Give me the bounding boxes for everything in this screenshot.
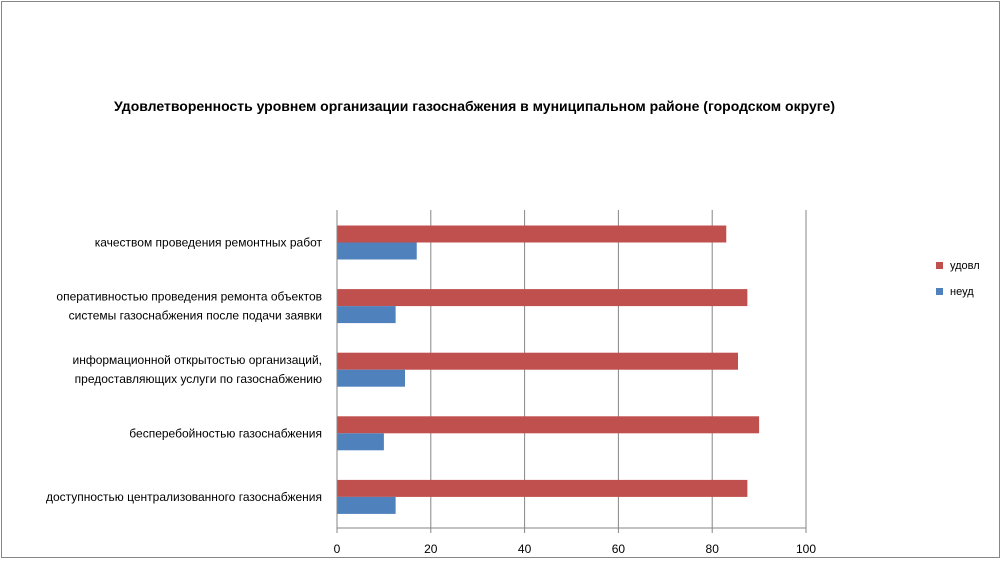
bars bbox=[337, 225, 760, 514]
x-tick-labels: 0 20 40 60 80 100 bbox=[334, 542, 817, 556]
category-label: информационной открытостью организаций, bbox=[72, 353, 322, 367]
bar-udovl bbox=[337, 416, 760, 434]
x-tick-label: 80 bbox=[706, 542, 720, 556]
legend-label: неуд bbox=[950, 286, 974, 298]
category-label: предоставляющих услуги по газоснабжению bbox=[75, 372, 322, 386]
bar-neud bbox=[337, 433, 384, 451]
x-tick-label: 100 bbox=[796, 542, 816, 556]
bar-neud bbox=[337, 242, 417, 260]
bar-udovl bbox=[337, 289, 748, 307]
category-label: оперативностью проведения ремонта объект… bbox=[56, 290, 322, 304]
legend-swatch bbox=[936, 262, 943, 269]
x-tick-label: 0 bbox=[334, 542, 341, 556]
category-label: системы газоснабжения после подачи заявк… bbox=[69, 309, 322, 323]
legend: удовл неуд bbox=[936, 260, 980, 298]
chart-title: Удовлетворенность уровнем организации га… bbox=[113, 98, 836, 114]
x-tick-label: 60 bbox=[612, 542, 626, 556]
legend-label: удовл bbox=[950, 260, 980, 272]
bar-neud bbox=[337, 369, 406, 387]
legend-swatch bbox=[936, 288, 943, 295]
bar-neud bbox=[337, 496, 396, 514]
bar-udovl bbox=[337, 225, 727, 243]
bar-neud bbox=[337, 306, 396, 324]
category-label: качеством проведения ремонтных работ bbox=[95, 236, 323, 250]
x-tick-label: 40 bbox=[518, 542, 532, 556]
bar-udovl bbox=[337, 352, 738, 370]
axes bbox=[336, 210, 807, 533]
bar-udovl bbox=[337, 479, 748, 497]
x-tick-label: 20 bbox=[424, 542, 438, 556]
category-label: бесперебойностью газоснабжения bbox=[129, 426, 322, 440]
category-labels: доступностью централизованного газоснабж… bbox=[46, 236, 323, 504]
category-label: доступностью централизованного газоснабж… bbox=[46, 490, 322, 504]
